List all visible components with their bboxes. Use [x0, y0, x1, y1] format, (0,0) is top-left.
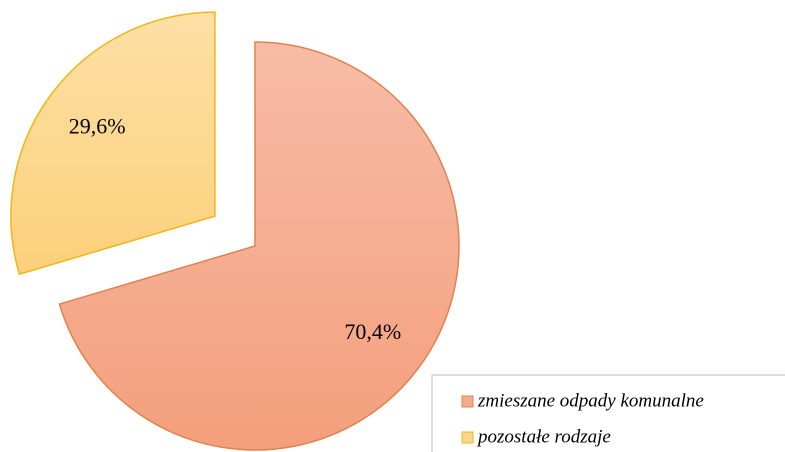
pie-slice [58, 41, 460, 451]
data-label: 70,4% [344, 319, 401, 344]
legend-label: pozostałe rodzaje [476, 426, 611, 447]
pie-slice [10, 11, 216, 276]
legend-frame [431, 374, 785, 452]
legend-label: zmieszane odpady komunalne [477, 390, 704, 411]
legend-swatch [461, 431, 474, 444]
legend-swatch [461, 395, 474, 408]
data-label: 29,6% [69, 113, 126, 138]
